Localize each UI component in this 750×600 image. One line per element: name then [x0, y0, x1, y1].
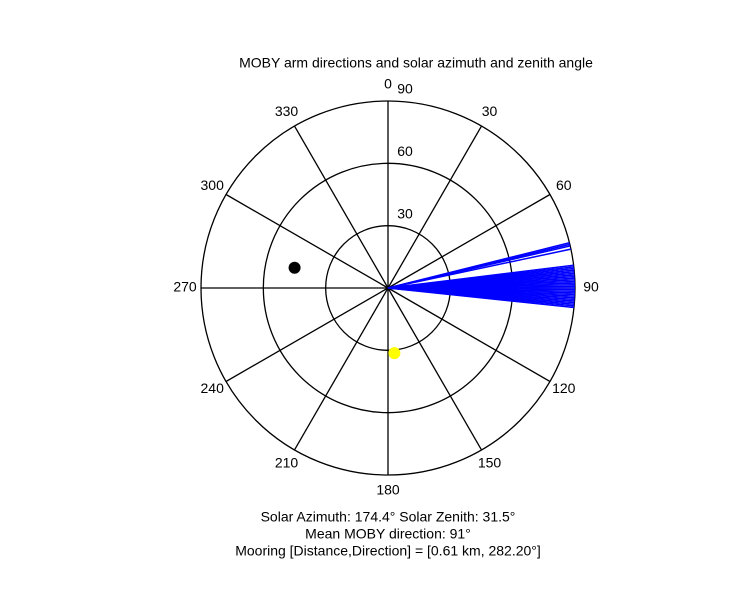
spoke [225, 193, 389, 289]
note: Mooring [Distance,Direction] = [0.61 km,… [235, 543, 541, 559]
spoke [387, 193, 551, 289]
theta-tick-label: 300 [201, 177, 225, 193]
theta-tick-label: 270 [173, 279, 197, 295]
theta-tick-label: 60 [556, 177, 572, 193]
theta-tick-label: 30 [482, 103, 498, 119]
theta-tick-label: 90 [583, 279, 599, 295]
r-tick-label: 60 [397, 143, 413, 159]
r-tick-label: 30 [397, 205, 413, 221]
theta-tick-label: 150 [478, 455, 502, 471]
theta-tick-label: 210 [275, 455, 299, 471]
theta-tick-label: 330 [275, 103, 299, 119]
note: Solar Azimuth: 174.4° Solar Zenith: 31.5… [261, 509, 516, 525]
spoke [293, 287, 389, 451]
chart-title: MOBY arm directions and solar azimuth an… [239, 55, 593, 71]
spoke [387, 287, 551, 383]
theta-tick-label: 240 [201, 380, 225, 396]
arm-line [387, 248, 572, 289]
point [388, 347, 401, 360]
theta-tick-label: 0 [384, 76, 392, 92]
spoke [387, 125, 483, 289]
r-tick-label: 90 [397, 81, 413, 97]
spoke [225, 287, 389, 383]
theta-tick-label: 180 [376, 482, 400, 498]
note: Mean MOBY direction: 91° [305, 526, 471, 542]
theta-tick-label: 120 [552, 380, 576, 396]
spoke [387, 287, 483, 451]
spoke [293, 125, 389, 289]
point [288, 261, 301, 274]
arm-line [387, 287, 575, 309]
